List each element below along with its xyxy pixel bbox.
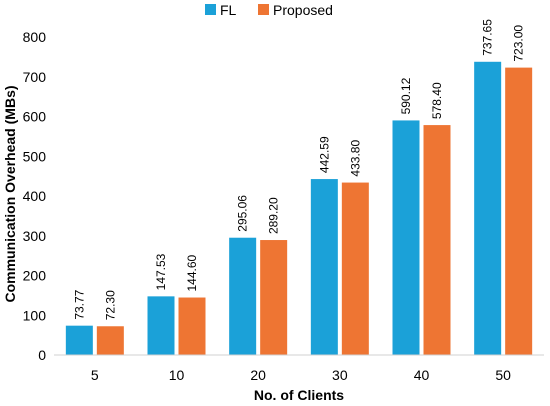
value-label: 147.53	[154, 253, 168, 290]
y-tick-label: 400	[23, 188, 47, 204]
bar-fl-10	[147, 296, 175, 355]
x-axis-title: No. of Clients	[254, 387, 344, 403]
bar-fl-5	[65, 325, 93, 355]
bar-fl-40	[392, 120, 420, 355]
y-tick-label: 700	[23, 69, 47, 85]
y-tick-label: 600	[23, 109, 47, 125]
legend-label-fl: FL	[220, 2, 237, 18]
x-tick-label: 20	[250, 367, 266, 383]
bar-proposed-20	[260, 240, 288, 355]
value-label: 295.06	[236, 195, 250, 232]
legend: FL Proposed	[205, 2, 333, 18]
value-label: 578.40	[430, 82, 444, 119]
y-tick-label: 100	[23, 307, 47, 323]
value-label: 590.12	[399, 77, 413, 114]
y-tick-label: 300	[23, 228, 47, 244]
bar-proposed-50	[505, 67, 533, 356]
bars	[65, 61, 533, 356]
x-tick-label: 50	[495, 367, 511, 383]
bar-proposed-40	[423, 125, 451, 355]
x-tick-label: 30	[332, 367, 348, 383]
y-tick-label: 500	[23, 148, 47, 164]
value-label: 737.65	[481, 19, 495, 56]
bar-proposed-30	[341, 182, 369, 355]
bar-proposed-10	[178, 297, 206, 355]
bar-fl-50	[474, 61, 502, 356]
legend-swatch-fl	[205, 4, 216, 15]
value-label: 72.30	[103, 290, 117, 320]
legend-label-proposed: Proposed	[273, 2, 333, 18]
value-label: 289.20	[267, 197, 281, 234]
y-tick-label: 0	[38, 347, 46, 363]
bar-fl-30	[310, 179, 338, 355]
y-tick-label: 800	[23, 29, 47, 45]
value-label: 442.59	[317, 136, 331, 173]
x-tick-label: 10	[169, 367, 185, 383]
x-axis-ticks: 5 10 20 30 40 50	[91, 367, 511, 383]
bar-proposed-5	[96, 326, 124, 355]
x-tick-label: 5	[91, 367, 99, 383]
value-label: 73.77	[72, 289, 86, 319]
legend-swatch-proposed	[258, 4, 269, 15]
bar-fl-20	[229, 237, 257, 355]
y-tick-label: 200	[23, 268, 47, 284]
value-labels: 73.77 72.30 147.53 144.60 295.06 289.20 442.59…	[72, 19, 525, 321]
value-label: 144.60	[185, 254, 199, 291]
y-axis-ticks: 0 100 200 300 400 500 600 700 800	[23, 29, 47, 363]
y-axis-title: Communication Overhead (MBs)	[2, 85, 18, 302]
x-tick-label: 40	[414, 367, 430, 383]
value-label: 433.80	[348, 140, 362, 177]
value-label: 723.00	[512, 25, 526, 62]
